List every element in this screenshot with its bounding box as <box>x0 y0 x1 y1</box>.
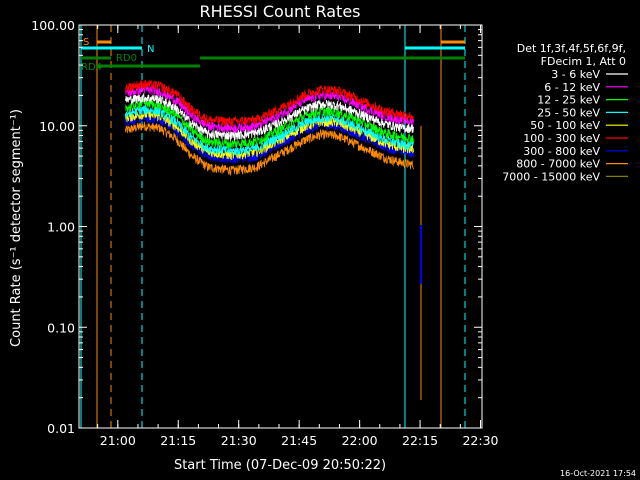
rd4-label: RD4 <box>81 62 102 73</box>
legend-entry-label: 100 - 300 keV <box>523 132 600 145</box>
y-tick-label: 1.00 <box>47 220 75 235</box>
legend-entry-label: 300 - 800 keV <box>523 145 600 158</box>
x-tick-label: 21:15 <box>160 433 196 448</box>
x-tick-label: 22:30 <box>462 433 498 448</box>
y-tick-label: 100.00 <box>31 18 75 33</box>
event-markers <box>80 25 466 428</box>
rd0-label: RD0 <box>116 53 137 64</box>
saa-label: S <box>83 37 89 48</box>
legend: Det 1f,3f,4f,5f,6f,9f, FDecim 1, Att 0 3… <box>502 42 628 183</box>
y-tick-label: 0.01 <box>47 421 75 436</box>
legend-entry-label: 6 - 12 keV <box>544 81 600 94</box>
x-axis: 21:00 21:15 21:30 21:45 22:00 22:15 22:30 <box>97 25 499 448</box>
chart-title: RHESSI Count Rates <box>200 2 361 21</box>
legend-entry-label: 3 - 6 keV <box>551 68 600 81</box>
status-flags: S N RD0 RD4 <box>81 37 465 73</box>
x-tick-label: 21:45 <box>281 433 317 448</box>
x-tick-label: 22:00 <box>342 433 378 448</box>
y-axis: 0.01 0.10 1.00 10.00 100.00 <box>31 18 482 436</box>
x-tick-label: 21:00 <box>100 433 136 448</box>
legend-entry-label: 50 - 100 keV <box>530 119 600 132</box>
legend-header-1: Det 1f,3f,4f,5f,6f,9f, <box>517 42 626 55</box>
night-label: N <box>147 44 154 55</box>
series-line-5 <box>124 79 414 127</box>
x-tick-label: 22:15 <box>402 433 438 448</box>
timestamp: 16-Oct-2021 17:54 <box>560 469 636 478</box>
series-line-7 <box>124 121 414 176</box>
y-axis-label: Count Rate (s⁻¹ detector segment⁻¹) <box>9 109 24 347</box>
legend-entry-label: 12 - 25 keV <box>537 94 600 107</box>
legend-entry-label: 7000 - 15000 keV <box>502 170 600 183</box>
legend-header-2: FDecim 1, Att 0 <box>541 55 626 68</box>
series-line-1 <box>124 84 414 134</box>
x-axis-label: Start Time (07-Dec-09 20:50:22) <box>174 458 386 473</box>
y-tick-label: 10.00 <box>39 119 75 134</box>
legend-entry-label: 800 - 7000 keV <box>516 158 600 171</box>
series-line-2 <box>125 98 414 149</box>
series-line-0 <box>124 93 414 141</box>
y-tick-label: 0.10 <box>47 320 75 335</box>
x-tick-label: 21:30 <box>221 433 257 448</box>
legend-entry-label: 25 - 50 keV <box>537 106 600 119</box>
data-series <box>124 79 414 176</box>
